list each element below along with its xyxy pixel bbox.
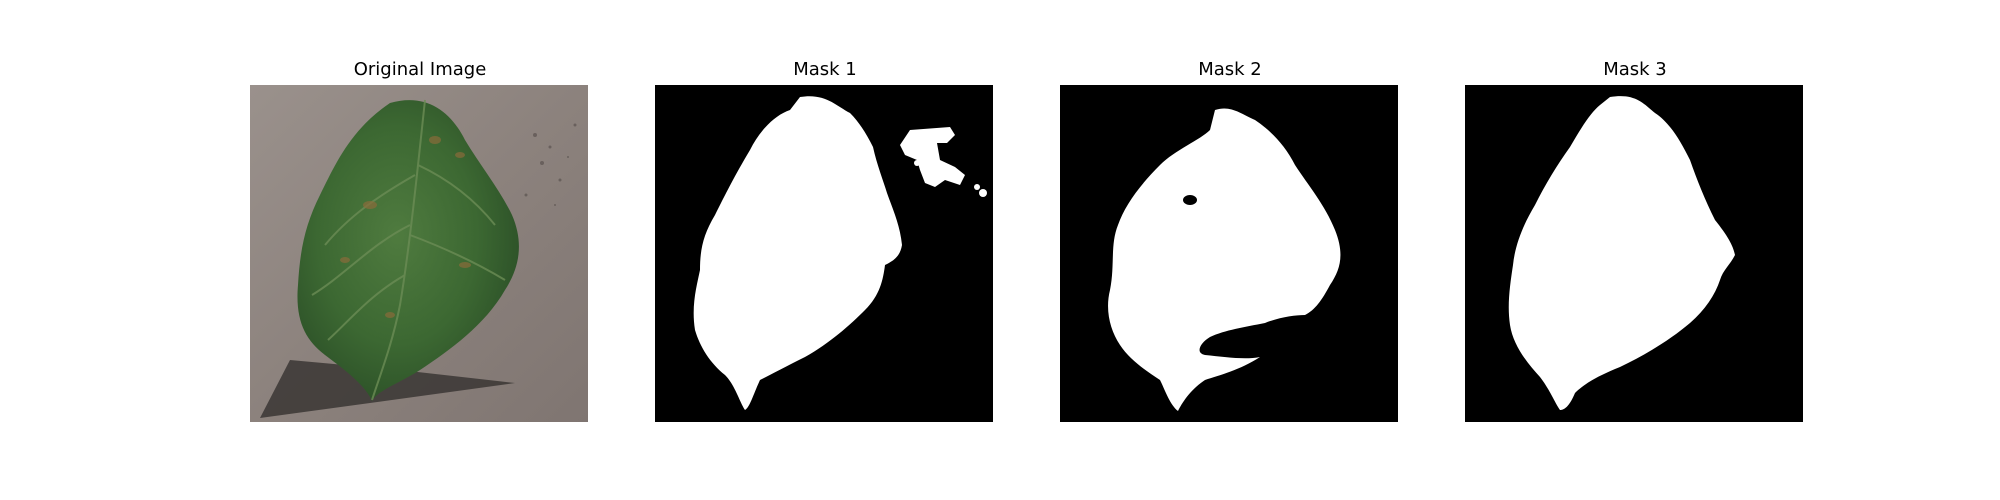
mask-1-region (693, 96, 902, 411)
mask-3-region (1508, 96, 1735, 410)
ground-speckles (524, 123, 577, 206)
mask-2-image (1060, 85, 1398, 422)
leaf-shadow (260, 360, 515, 418)
leaf-veins (311, 99, 506, 401)
mask-1-speck (979, 189, 987, 197)
mask-2-region (1108, 108, 1341, 412)
panel-title-mask-1: Mask 1 (793, 59, 857, 80)
original-leaf-image (250, 85, 588, 422)
mask-2-hole (1183, 195, 1197, 205)
panel-title-original-image: Original Image (353, 59, 487, 80)
mask-1-speck (914, 160, 920, 166)
leaf-spots (340, 136, 471, 318)
mask-1-image (655, 85, 993, 422)
mask-1-appendix (900, 127, 965, 187)
panel-title-mask-3: Mask 3 (1603, 59, 1667, 80)
mask-3-image (1465, 85, 1803, 422)
panel-title-mask-2: Mask 2 (1198, 59, 1262, 80)
mask-1-speck (974, 184, 980, 190)
